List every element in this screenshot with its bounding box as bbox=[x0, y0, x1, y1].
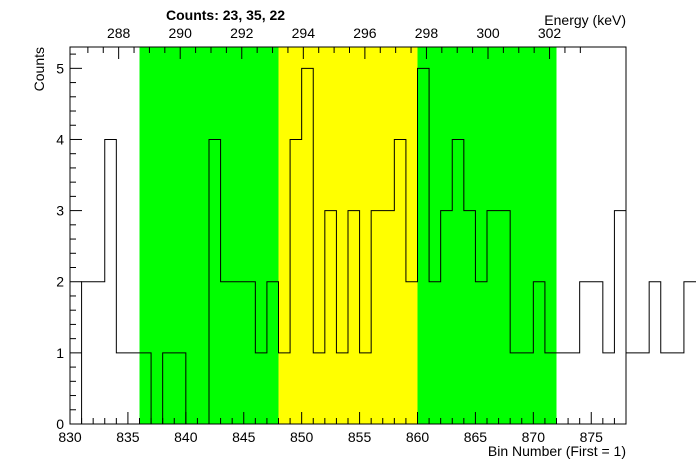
x-axis-label: Bin Number (First = 1) bbox=[488, 443, 626, 459]
top-axis: 288 290 292 294 296 298 300 302 bbox=[87, 25, 581, 59]
top-tick-label: 288 bbox=[107, 25, 131, 41]
x-tick-label: 850 bbox=[290, 429, 314, 445]
x-axis: 830 835 840 845 850 855 860 865 870 875 bbox=[58, 412, 627, 445]
y-tick-label: 3 bbox=[56, 203, 64, 219]
x-tick-label: 830 bbox=[58, 429, 82, 445]
y-tick-label: 4 bbox=[56, 131, 64, 147]
chart-title: Counts: 23, 35, 22 bbox=[166, 7, 285, 23]
x-tick-label: 835 bbox=[116, 429, 140, 445]
top-tick-label: 292 bbox=[230, 25, 254, 41]
x-tick-label: 860 bbox=[406, 429, 430, 445]
top-tick-label: 290 bbox=[169, 25, 193, 41]
x-tick-label: 840 bbox=[174, 429, 198, 445]
y-tick-label: 1 bbox=[56, 345, 64, 361]
y-axis-label: Counts bbox=[31, 47, 47, 91]
top-axis-label: Energy (keV) bbox=[544, 12, 626, 28]
top-tick-label: 300 bbox=[476, 25, 500, 41]
top-tick-label: 296 bbox=[353, 25, 377, 41]
x-tick-label: 845 bbox=[232, 429, 256, 445]
y-tick-label: 5 bbox=[56, 60, 64, 76]
top-tick-label: 298 bbox=[415, 25, 439, 41]
top-tick-label: 302 bbox=[538, 25, 562, 41]
y-tick-label: 2 bbox=[56, 274, 64, 290]
x-tick-label: 855 bbox=[348, 429, 372, 445]
x-tick-label: 875 bbox=[580, 429, 604, 445]
x-tick-label: 870 bbox=[522, 429, 546, 445]
top-tick-label: 294 bbox=[292, 25, 316, 41]
x-tick-label: 865 bbox=[464, 429, 488, 445]
y-axis: 0 1 2 3 4 5 bbox=[56, 53, 82, 432]
y-tick-label: 0 bbox=[56, 416, 64, 432]
